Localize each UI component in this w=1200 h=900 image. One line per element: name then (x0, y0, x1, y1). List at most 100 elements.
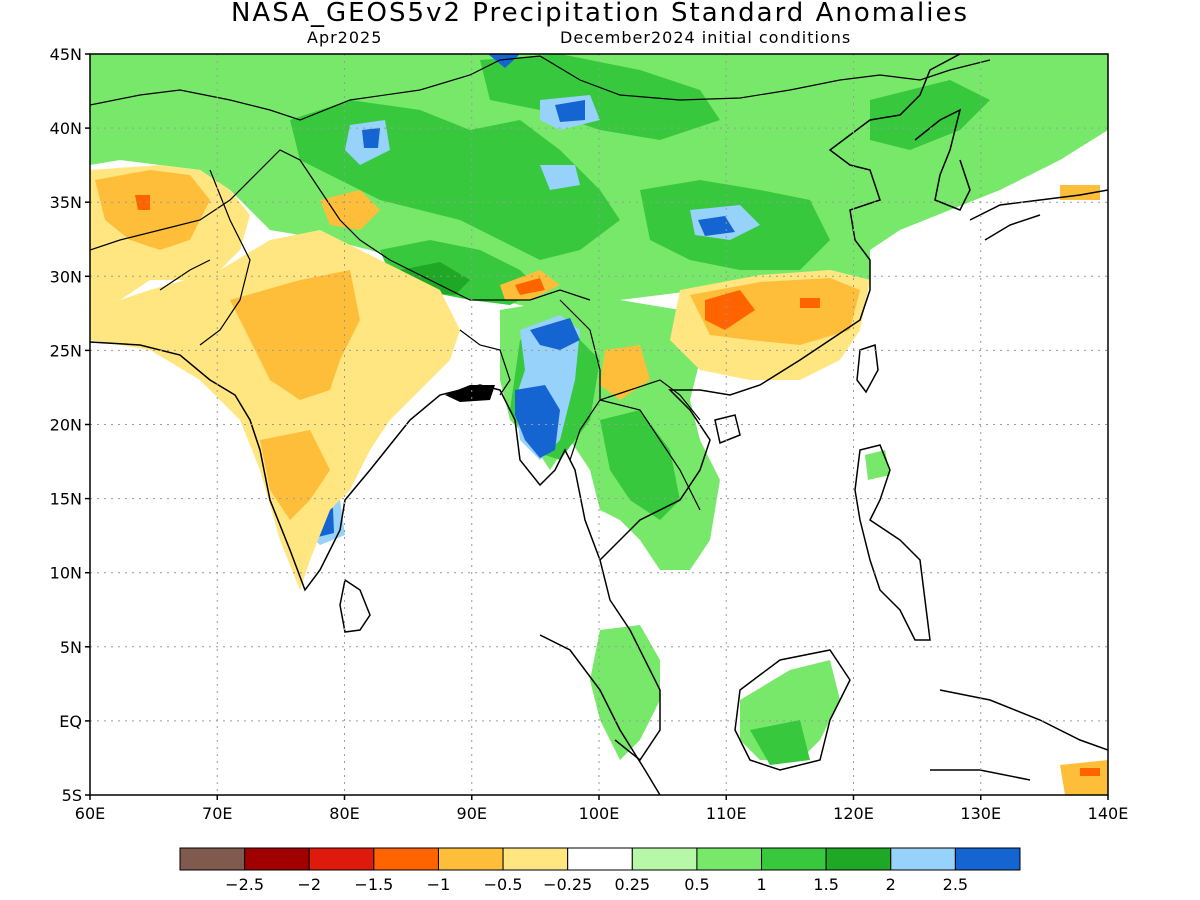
colorbar-swatch (502, 847, 569, 871)
border (159, 259, 211, 291)
coastline (856, 343, 879, 394)
anomaly-region (865, 450, 890, 480)
anomaly-region (540, 165, 580, 190)
colorbar-label: 2 (886, 875, 896, 894)
latitude-label: 5S (62, 786, 82, 805)
colorbar-swatch (761, 847, 827, 871)
coastline (734, 649, 851, 771)
forecast-month: Apr2025 (307, 28, 383, 47)
anomaly-region (705, 290, 755, 330)
anomaly-region (1060, 760, 1108, 795)
anomaly-region (480, 54, 720, 140)
latitude-label: 40N (50, 119, 82, 138)
coastline (339, 578, 371, 633)
colorbar-label: −2 (297, 875, 321, 894)
longitude-label: 120E (833, 804, 874, 823)
map-title: NASA_GEOS5v2 Precipitation Standard Anom… (230, 0, 970, 28)
longitude-label: 80E (329, 804, 359, 823)
longitude-label: 100E (579, 804, 620, 823)
colorbar-swatch (631, 847, 698, 871)
colorbar-label: −2.5 (225, 875, 264, 894)
colorbar-swatch (954, 847, 1021, 871)
anomaly-region (600, 345, 650, 400)
anomaly-region (530, 318, 580, 350)
gridlines (90, 54, 1108, 795)
colorbar-label: 2.5 (943, 875, 968, 894)
latitude-labels: 45N 40N 35N 30N 25N 20N 15N 10N 5N EQ 5S (50, 45, 90, 805)
border (599, 399, 701, 511)
colorbar-label: 1.5 (813, 875, 838, 894)
colorbar-label: −1 (427, 875, 451, 894)
border (90, 55, 991, 121)
latitude-label: 10N (50, 564, 82, 583)
colorbar-label: 0.25 (614, 875, 650, 894)
latitude-label: 15N (50, 490, 82, 509)
longitude-labels: 60E 70E 80E 90E 100E 110E 120E 130E 140E (75, 795, 1129, 823)
coastline (914, 108, 971, 211)
anomaly-region (590, 625, 660, 760)
initial-conditions-label: December2024 initial conditions (560, 28, 852, 47)
anomaly-region (135, 195, 150, 210)
anomaly-region (515, 385, 560, 458)
delta-mask (445, 385, 495, 402)
anomaly-region (90, 230, 460, 590)
colorbar-swatch (373, 847, 439, 871)
anomaly-region (750, 720, 810, 765)
anomaly-region (600, 410, 680, 520)
longitude-label: 130E (960, 804, 1001, 823)
coastline (714, 414, 741, 445)
border (90, 149, 591, 301)
longitude-label: 60E (75, 804, 105, 823)
border (599, 379, 701, 421)
border (559, 299, 601, 461)
anomaly-region (320, 190, 380, 230)
latitude-label: 30N (50, 267, 82, 286)
anomaly-region (555, 100, 585, 122)
latitude-label: EQ (59, 712, 82, 731)
anomaly-region (260, 430, 330, 520)
colorbar-label: −0.5 (484, 875, 523, 894)
colorbar-swatch (437, 847, 504, 871)
colorbar-swatch (696, 847, 763, 871)
colorbar (179, 847, 1021, 871)
anomaly-region (800, 298, 820, 308)
colorbar-label: 1 (756, 875, 766, 894)
country-borders (90, 55, 991, 511)
latitude-label: 35N (50, 193, 82, 212)
colorbar-swatch (179, 847, 246, 871)
latitude-label: 45N (50, 45, 82, 64)
longitude-label: 110E (706, 804, 747, 823)
anomaly-region (1080, 768, 1100, 776)
anomaly-region (362, 128, 380, 148)
map-field (90, 54, 1108, 795)
border (459, 329, 511, 396)
coastline (930, 689, 1108, 781)
colorbar-label: 0.5 (684, 875, 709, 894)
latitude-label: 25N (50, 341, 82, 360)
colorbar-label: −0.25 (543, 875, 592, 894)
colorbar-label: −1.5 (354, 875, 393, 894)
longitude-label: 70E (202, 804, 232, 823)
anomaly-region (515, 278, 545, 295)
latitude-label: 5N (60, 638, 82, 657)
colorbar-swatch (308, 847, 375, 871)
colorbar-swatch (890, 847, 956, 871)
anomaly-region (698, 216, 735, 236)
latitude-label: 20N (50, 416, 82, 435)
anomaly-region (95, 170, 210, 250)
longitude-label: 140E (1088, 804, 1129, 823)
colorbar-swatch (825, 847, 892, 871)
anomaly-region (870, 80, 990, 150)
border (199, 169, 251, 346)
coastline (599, 54, 961, 561)
colorbar-swatch (244, 847, 310, 871)
coastline (539, 634, 661, 795)
anomaly-region (230, 270, 360, 400)
coastline (969, 189, 1108, 241)
longitude-label: 90E (457, 804, 487, 823)
colorbar-labels: −2.5 −2 −1.5 −1 −0.5 −0.25 0.25 0.5 1 1.5 2 2.5 (225, 875, 968, 894)
colorbar-swatch (567, 847, 633, 871)
coastline (854, 444, 931, 641)
anomaly-region (488, 54, 520, 68)
